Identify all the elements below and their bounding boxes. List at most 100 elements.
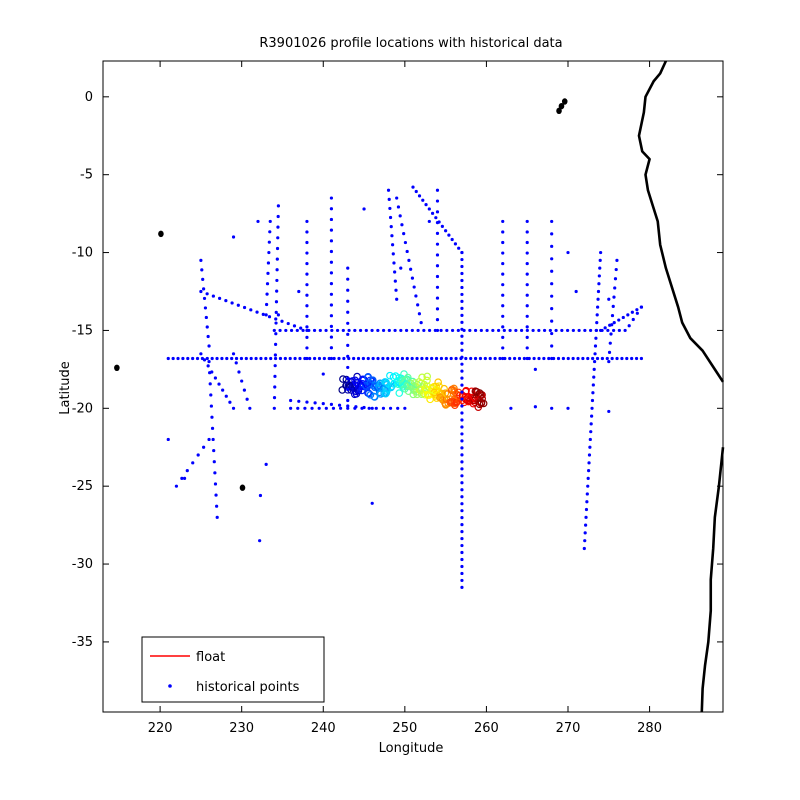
historical-point xyxy=(586,356,590,361)
historical-point xyxy=(410,328,414,333)
historical-point xyxy=(590,398,595,403)
historical-point xyxy=(399,328,403,333)
historical-point xyxy=(501,335,505,339)
axis-ticks: 220 230 240 250 260 270 280 0 -5 -10 -15 -20 -25 -30 -… xyxy=(72,61,723,736)
historical-point xyxy=(201,277,205,281)
historical-point xyxy=(561,356,565,361)
historical-point xyxy=(370,501,374,505)
historical-point xyxy=(249,308,253,312)
historical-point xyxy=(267,240,271,244)
historical-point xyxy=(422,328,426,333)
historical-point xyxy=(610,313,615,318)
historical-point xyxy=(289,328,294,333)
historical-point xyxy=(305,325,309,329)
legend-historical-swatch xyxy=(168,684,172,688)
historical-point xyxy=(460,523,464,527)
historical-point xyxy=(210,356,214,361)
historical-point xyxy=(212,448,216,453)
historical-point xyxy=(329,282,334,286)
historical-point xyxy=(525,304,529,308)
coastline-segment xyxy=(637,60,725,383)
historical-point xyxy=(203,306,208,310)
historical-point xyxy=(460,390,464,394)
historical-point xyxy=(289,398,293,403)
historical-point xyxy=(460,362,464,366)
historical-point xyxy=(582,546,586,551)
historical-point xyxy=(376,328,380,333)
historical-point xyxy=(214,493,218,497)
historical-point xyxy=(199,289,203,294)
historical-point xyxy=(301,328,305,333)
historical-point xyxy=(460,439,464,443)
historical-point xyxy=(191,461,195,465)
historical-point xyxy=(460,341,464,345)
float-track-segment xyxy=(405,379,412,386)
historical-point xyxy=(425,356,429,361)
float-profile-marker xyxy=(406,379,415,388)
historical-point xyxy=(297,399,301,403)
historical-point xyxy=(313,356,317,361)
historical-point xyxy=(242,305,247,310)
historical-point xyxy=(491,328,495,333)
historical-point xyxy=(439,356,444,361)
historical-point xyxy=(346,299,350,303)
historical-point xyxy=(322,356,326,361)
historical-point xyxy=(460,292,464,297)
historical-point xyxy=(593,344,598,348)
historical-point xyxy=(409,267,413,271)
historical-point xyxy=(615,356,619,361)
historical-point xyxy=(329,271,334,275)
historical-point xyxy=(460,453,464,457)
historical-point xyxy=(209,404,213,408)
historical-point xyxy=(445,328,449,333)
historical-point xyxy=(607,350,612,354)
historical-point xyxy=(210,415,214,419)
historical-point xyxy=(329,292,334,296)
historical-point xyxy=(483,356,487,361)
historical-point xyxy=(595,321,599,325)
historical-point xyxy=(550,257,554,261)
historical-point xyxy=(444,356,448,361)
historical-point xyxy=(473,356,478,361)
historical-point xyxy=(305,293,309,297)
historical-point xyxy=(508,356,512,361)
x-tick-label: 270 xyxy=(556,721,581,736)
historical-point xyxy=(293,356,297,361)
historical-point xyxy=(207,344,211,348)
historical-point xyxy=(265,292,269,296)
historical-point xyxy=(275,257,279,261)
historical-point xyxy=(346,376,350,381)
historical-point xyxy=(460,467,464,471)
historical-point xyxy=(434,216,438,220)
historical-point xyxy=(447,233,451,237)
historical-point xyxy=(338,406,343,410)
historical-point xyxy=(630,356,634,361)
float-profile-marker xyxy=(472,387,480,396)
historical-point xyxy=(550,244,554,248)
historical-point xyxy=(182,476,187,480)
historical-point xyxy=(623,328,627,333)
float-profile-marker xyxy=(447,386,456,395)
historical-point xyxy=(268,219,272,224)
float-track-segment xyxy=(365,382,372,389)
historical-point xyxy=(460,509,464,513)
historical-point xyxy=(296,406,300,410)
historical-point xyxy=(202,358,207,362)
historical-point xyxy=(388,215,393,220)
historical-point xyxy=(289,406,293,410)
historical-point xyxy=(593,359,597,364)
y-axis-label: Latitude xyxy=(58,361,73,415)
historical-point xyxy=(571,356,575,361)
historical-point xyxy=(388,406,393,410)
historical-point xyxy=(460,585,464,590)
historical-point xyxy=(371,356,375,361)
float-track-segment xyxy=(473,395,480,403)
historical-point xyxy=(430,356,434,361)
historical-point xyxy=(525,314,529,318)
historical-point xyxy=(305,304,309,308)
historical-point xyxy=(639,305,644,309)
historical-point xyxy=(614,267,618,272)
historical-point xyxy=(240,379,244,383)
historical-point xyxy=(460,271,464,276)
historical-point xyxy=(272,396,277,400)
